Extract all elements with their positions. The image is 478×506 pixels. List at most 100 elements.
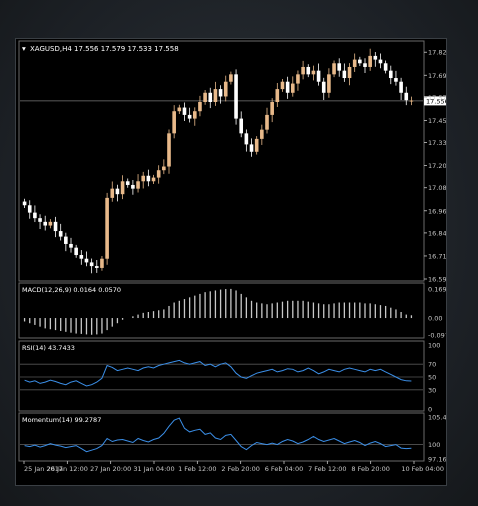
candle[interactable] bbox=[404, 86, 409, 106]
candle[interactable] bbox=[368, 48, 372, 71]
candle[interactable] bbox=[162, 159, 166, 175]
candle[interactable] bbox=[151, 174, 156, 185]
candle[interactable] bbox=[352, 53, 357, 72]
candle[interactable] bbox=[192, 107, 197, 126]
chart-canvas[interactable]: ▾ XAGUSD,H4 17.556 17.579 17.533 17.558 … bbox=[16, 39, 459, 485]
candle[interactable] bbox=[100, 255, 104, 271]
candle[interactable] bbox=[296, 70, 300, 91]
candle[interactable] bbox=[213, 81, 218, 106]
candle[interactable] bbox=[84, 251, 89, 267]
candle[interactable] bbox=[115, 184, 120, 202]
candle[interactable] bbox=[64, 232, 68, 252]
candle[interactable] bbox=[177, 104, 182, 114]
candle[interactable] bbox=[337, 58, 342, 77]
candle[interactable] bbox=[265, 107, 269, 134]
candle[interactable] bbox=[89, 258, 94, 274]
candle[interactable] bbox=[239, 111, 244, 138]
candle[interactable] bbox=[275, 83, 280, 107]
candle[interactable] bbox=[22, 198, 27, 209]
momentum-title: Momentum(14) 99.2787 bbox=[22, 416, 101, 424]
candle[interactable] bbox=[301, 60, 305, 80]
candle[interactable] bbox=[311, 65, 316, 81]
candle[interactable] bbox=[254, 136, 259, 155]
candle[interactable] bbox=[74, 244, 78, 258]
candle-body bbox=[316, 70, 321, 82]
candle[interactable] bbox=[48, 219, 53, 229]
candle[interactable] bbox=[290, 76, 295, 97]
price-tick-label: 17.575 bbox=[428, 94, 446, 102]
candle[interactable] bbox=[244, 129, 249, 152]
candle[interactable] bbox=[347, 63, 352, 86]
candle[interactable] bbox=[136, 174, 140, 193]
candle-body bbox=[136, 181, 140, 189]
macd-tick-label: 0.00 bbox=[428, 315, 442, 323]
candle-body bbox=[131, 184, 135, 189]
candle-body bbox=[342, 70, 347, 79]
candle-body bbox=[275, 89, 280, 102]
candle[interactable] bbox=[198, 95, 202, 117]
candle[interactable] bbox=[316, 63, 321, 86]
candle-body bbox=[115, 188, 120, 195]
candle[interactable] bbox=[182, 102, 187, 121]
candle[interactable] bbox=[58, 223, 63, 241]
candle[interactable] bbox=[399, 77, 403, 100]
candle[interactable] bbox=[342, 63, 347, 82]
candle[interactable] bbox=[131, 179, 135, 195]
momentum-line[interactable] bbox=[24, 417, 412, 453]
candle[interactable] bbox=[187, 107, 192, 123]
rsi-tick-label: 30 bbox=[428, 386, 436, 394]
candle[interactable] bbox=[208, 87, 213, 109]
candle-body bbox=[378, 59, 383, 64]
candle[interactable] bbox=[146, 169, 151, 187]
candle[interactable] bbox=[218, 85, 223, 104]
candle[interactable] bbox=[120, 175, 125, 200]
rsi-panel[interactable] bbox=[18, 340, 425, 412]
candle[interactable] bbox=[378, 53, 383, 69]
macd-panel[interactable] bbox=[18, 282, 425, 339]
candle[interactable] bbox=[260, 124, 264, 145]
candle[interactable] bbox=[33, 205, 37, 223]
candle[interactable] bbox=[394, 70, 398, 86]
candle[interactable] bbox=[156, 165, 161, 184]
candle[interactable] bbox=[321, 77, 326, 100]
candle[interactable] bbox=[172, 105, 176, 139]
candle[interactable] bbox=[125, 178, 130, 188]
candle[interactable] bbox=[79, 250, 84, 265]
time-tick-label: 31 Jan 04:00 bbox=[133, 465, 174, 473]
price-panel[interactable] bbox=[18, 40, 425, 282]
candle[interactable] bbox=[223, 75, 228, 102]
rsi-line[interactable] bbox=[24, 359, 412, 387]
candle[interactable] bbox=[388, 65, 393, 85]
candle[interactable] bbox=[27, 200, 32, 219]
candle[interactable] bbox=[249, 138, 254, 157]
candle[interactable] bbox=[94, 260, 99, 273]
candle[interactable] bbox=[306, 64, 311, 78]
candle[interactable] bbox=[229, 71, 233, 85]
candle[interactable] bbox=[141, 171, 146, 189]
candle[interactable] bbox=[203, 90, 207, 105]
candle[interactable] bbox=[280, 78, 285, 92]
candle[interactable] bbox=[43, 215, 48, 231]
price-tick-label: 17.085 bbox=[428, 184, 446, 192]
candle[interactable] bbox=[105, 192, 109, 265]
candle[interactable] bbox=[38, 214, 42, 230]
candle[interactable] bbox=[270, 98, 274, 123]
candle[interactable] bbox=[167, 129, 171, 174]
candle[interactable] bbox=[110, 181, 115, 202]
candle[interactable] bbox=[285, 76, 290, 99]
candle[interactable] bbox=[327, 68, 331, 98]
candle[interactable] bbox=[53, 216, 58, 238]
candle[interactable] bbox=[363, 58, 367, 74]
candle[interactable] bbox=[409, 96, 414, 106]
candle[interactable] bbox=[383, 60, 388, 74]
price-tick-label: 16.715 bbox=[428, 252, 446, 260]
trading-chart-window: ▾ XAGUSD,H4 17.556 17.579 17.533 17.558 … bbox=[15, 38, 459, 486]
candle[interactable] bbox=[69, 237, 73, 253]
candle[interactable] bbox=[332, 60, 336, 78]
momentum-panel[interactable] bbox=[18, 412, 425, 462]
candle-body bbox=[69, 243, 73, 248]
candle[interactable] bbox=[373, 52, 378, 67]
momentum-tick-label: 105.4201 bbox=[428, 414, 446, 422]
candle[interactable] bbox=[358, 56, 362, 67]
candle[interactable] bbox=[234, 69, 238, 125]
